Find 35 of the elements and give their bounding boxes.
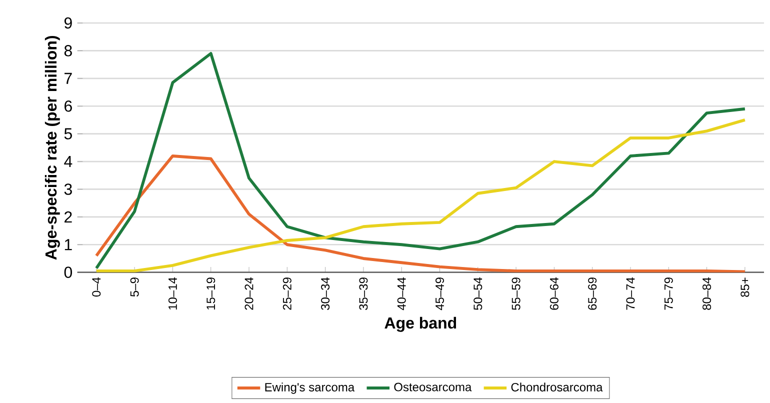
x-tick-label: 45–49: [435, 278, 444, 310]
y-tick-label: 2: [64, 211, 72, 223]
y-tick-label: 6: [64, 100, 72, 112]
y-tick-label: 3: [64, 184, 72, 195]
x-tick-label: 75–79: [664, 278, 673, 310]
y-tick-label: 0: [64, 266, 72, 278]
x-tick-label: 60–64: [550, 277, 558, 310]
x-tick-label: 55–59: [512, 278, 520, 310]
x-tick-label: 70–74: [626, 277, 635, 310]
x-tick-label: 30–34: [321, 277, 330, 310]
y-tick-label: 4: [64, 156, 72, 168]
x-tick-label: 25–29: [282, 278, 292, 310]
x-tick-label: 65–69: [588, 278, 597, 310]
y-tick-label: 7: [64, 72, 72, 84]
x-tick-label: 40–44: [397, 277, 406, 310]
y-tick-label: 5: [64, 128, 72, 140]
x-tick-label: 10–14: [168, 277, 177, 310]
y-tick-label: 9: [64, 17, 72, 29]
x-tick-label: 20–24: [244, 277, 254, 310]
x-tick-label: 0–4: [92, 277, 101, 297]
x-tick-label: 50–54: [474, 277, 482, 310]
x-tick-label: 5–9: [130, 278, 139, 297]
x-tick-label: 85+: [740, 278, 750, 297]
x-axis-title: Age band: [384, 316, 456, 332]
x-tick-label: 35–39: [359, 278, 368, 310]
y-tick-label: 1: [64, 239, 72, 250]
legend-label: Chondrosarcoma: [511, 382, 603, 392]
x-tick-label: 15–19: [206, 278, 216, 310]
legend-label: Ewing's sarcoma: [265, 382, 355, 394]
line-series: [94, 118, 746, 272]
y-tick-label: 8: [64, 45, 72, 56]
x-tick-label: 80–84: [702, 277, 712, 310]
line-series: [94, 52, 746, 270]
legend-label: Osteosarcoma: [394, 382, 472, 392]
y-axis-title: Age-specific rate (per million): [44, 36, 60, 260]
